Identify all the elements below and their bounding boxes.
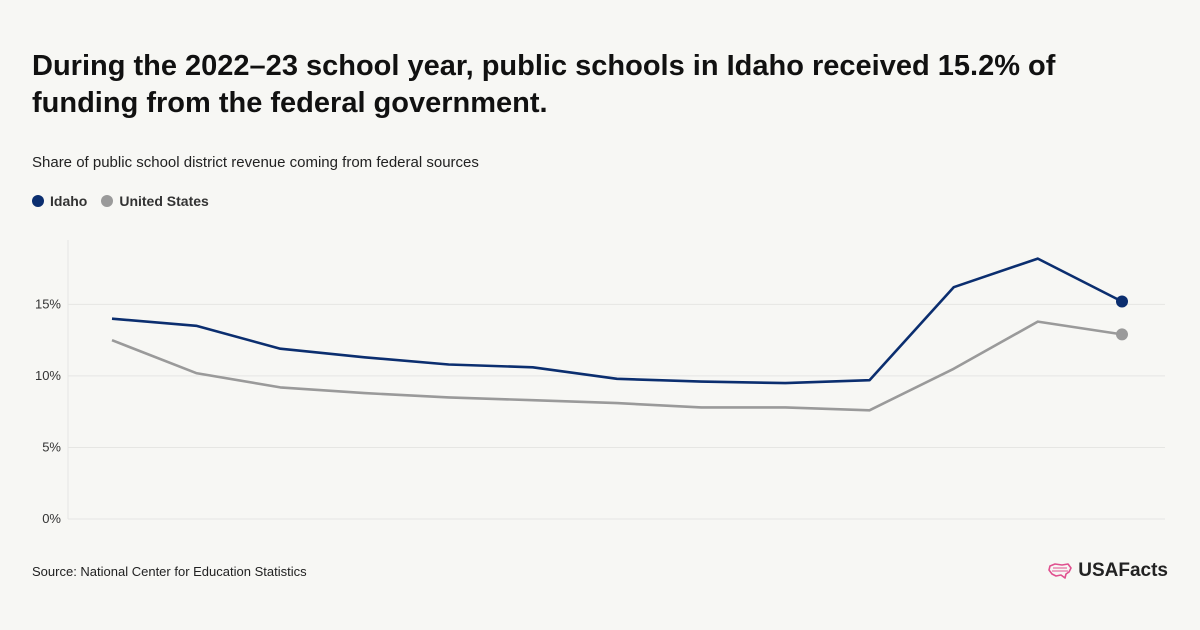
logo-text: USAFacts bbox=[1078, 560, 1168, 581]
gridlines bbox=[68, 303, 1165, 520]
y-tick-label: 5% bbox=[42, 439, 61, 454]
y-tick-label: 0% bbox=[42, 511, 61, 526]
series-lines bbox=[111, 257, 1128, 412]
usafacts-logo: USAFacts bbox=[1048, 560, 1168, 582]
legend-item-united-states: United States bbox=[101, 193, 209, 209]
legend-label-united-states: United States bbox=[119, 193, 209, 209]
y-tick-label: 15% bbox=[35, 296, 61, 311]
source-note: Source: National Center for Education St… bbox=[32, 564, 307, 579]
chart-title: During the 2022–23 school year, public s… bbox=[32, 50, 1056, 119]
end-point-united-states bbox=[1116, 328, 1128, 341]
legend-swatch-idaho bbox=[32, 195, 44, 207]
legend: Idaho United States bbox=[32, 193, 209, 209]
legend-swatch-united-states bbox=[101, 195, 114, 207]
legend-item-idaho: Idaho bbox=[32, 193, 87, 209]
chart-subtitle: Share of public school district revenue … bbox=[32, 154, 479, 171]
legend-label-idaho: Idaho bbox=[50, 193, 88, 209]
line-chart: 0% 5% 10% 15% bbox=[35, 240, 1165, 526]
y-tick-label: 10% bbox=[35, 368, 61, 383]
y-tick-labels: 0% 5% 10% 15% bbox=[35, 296, 61, 526]
us-map-icon bbox=[1048, 563, 1073, 579]
end-point-idaho bbox=[1116, 295, 1128, 308]
series-line-united-states bbox=[111, 320, 1123, 412]
series-line-idaho bbox=[111, 257, 1123, 385]
